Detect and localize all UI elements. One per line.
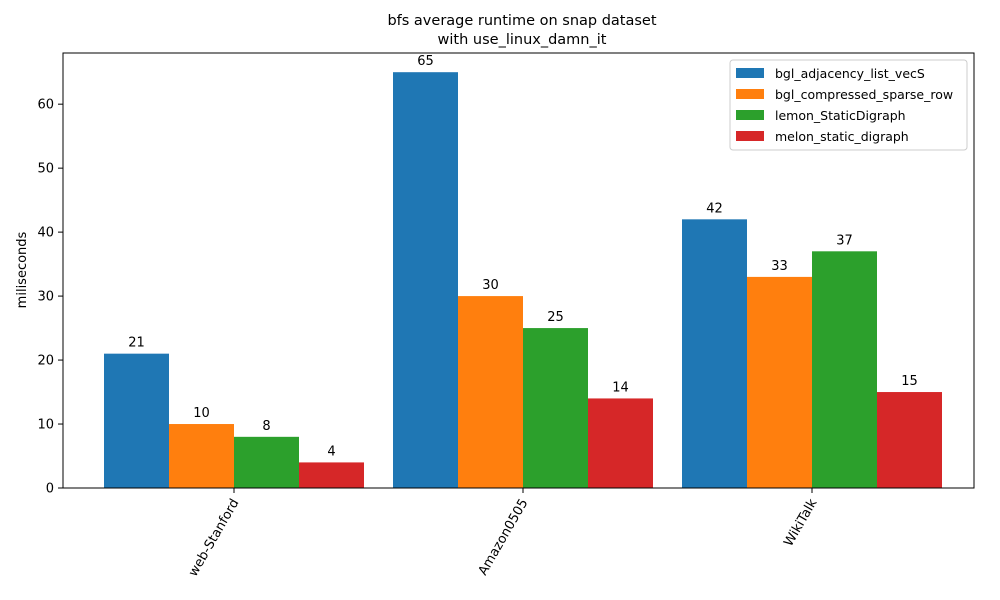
- bar-bgl_adjacency_list_vecS-Amazon0505: [393, 72, 458, 489]
- data-label-melon_static_digraph-web-Stanford: 4: [327, 444, 335, 459]
- data-label-melon_static_digraph-Amazon0505: 14: [612, 380, 629, 395]
- legend-swatch-bgl_compressed_sparse_row: [736, 89, 764, 99]
- data-label-bgl_adjacency_list_vecS-web-Stanford: 21: [128, 336, 145, 351]
- bar-lemon_StaticDigraph-web-Stanford: [234, 436, 299, 488]
- bar-melon_static_digraph-Amazon0505: [588, 398, 653, 488]
- data-label-bgl_adjacency_list_vecS-WikiTalk: 42: [706, 201, 723, 216]
- chart-title-line-2: with use_linux_damn_it: [438, 32, 607, 48]
- data-labels-layer: 21 10 8 4 65 30 25 14 42 33 37 15: [128, 54, 918, 459]
- bar-lemon_StaticDigraph-WikiTalk: [812, 251, 877, 488]
- bar-bgl_adjacency_list_vecS-WikiTalk: [682, 219, 747, 488]
- y-tick-label-30: 30: [37, 290, 54, 305]
- y-tick-label-40: 40: [37, 226, 54, 241]
- chart-title-line-1: bfs average runtime on snap dataset: [387, 13, 656, 29]
- x-tick-label-web-Stanford: web-Stanford: [186, 497, 243, 580]
- legend-label-bgl_adjacency_list_vecS: bgl_adjacency_list_vecS: [775, 66, 925, 81]
- bar-bgl_compressed_sparse_row-WikiTalk: [747, 276, 812, 488]
- legend-swatch-melon_static_digraph: [736, 131, 764, 141]
- data-label-bgl_adjacency_list_vecS-Amazon0505: 65: [417, 54, 434, 69]
- bar-bgl_adjacency_list_vecS-web-Stanford: [104, 353, 169, 488]
- bar-bgl_compressed_sparse_row-Amazon0505: [458, 296, 523, 488]
- legend-label-melon_static_digraph: melon_static_digraph: [775, 129, 909, 144]
- y-tick-label-0: 0: [46, 482, 54, 497]
- y-tick-label-20: 20: [37, 354, 54, 369]
- bar-melon_static_digraph-web-Stanford: [299, 462, 364, 488]
- legend-swatch-lemon_StaticDigraph: [736, 110, 764, 120]
- legend: bgl_adjacency_list_vecS bgl_compressed_sp…: [729, 59, 968, 151]
- bar-lemon_StaticDigraph-Amazon0505: [523, 328, 588, 488]
- data-label-lemon_StaticDigraph-Amazon0505: 25: [547, 310, 564, 325]
- data-label-bgl_compressed_sparse_row-WikiTalk: 33: [771, 259, 788, 274]
- bar-bgl_compressed_sparse_row-web-Stanford: [169, 424, 234, 488]
- y-tick-label-50: 50: [37, 162, 54, 177]
- data-label-bgl_compressed_sparse_row-web-Stanford: 10: [193, 406, 210, 421]
- x-tick-label-WikiTalk: WikiTalk: [781, 496, 820, 549]
- data-label-lemon_StaticDigraph-web-Stanford: 8: [262, 419, 270, 434]
- y-axis-title: miliseconds: [15, 231, 30, 308]
- x-tick-label-Amazon0505: Amazon0505: [476, 497, 532, 579]
- bars-layer: [104, 72, 942, 489]
- legend-swatch-bgl_adjacency_list_vecS: [736, 68, 764, 78]
- plot-frame: [62, 52, 975, 489]
- data-label-lemon_StaticDigraph-WikiTalk: 37: [836, 233, 853, 248]
- y-tick-label-10: 10: [37, 418, 54, 433]
- legend-label-bgl_compressed_sparse_row: bgl_compressed_sparse_row: [775, 87, 953, 102]
- legend-label-lemon_StaticDigraph: lemon_StaticDigraph: [775, 108, 906, 123]
- data-label-bgl_compressed_sparse_row-Amazon0505: 30: [482, 278, 499, 293]
- bar-melon_static_digraph-WikiTalk: [877, 392, 942, 488]
- y-tick-label-60: 60: [37, 98, 54, 113]
- legend-box: [729, 59, 968, 151]
- data-label-melon_static_digraph-WikiTalk: 15: [901, 374, 918, 389]
